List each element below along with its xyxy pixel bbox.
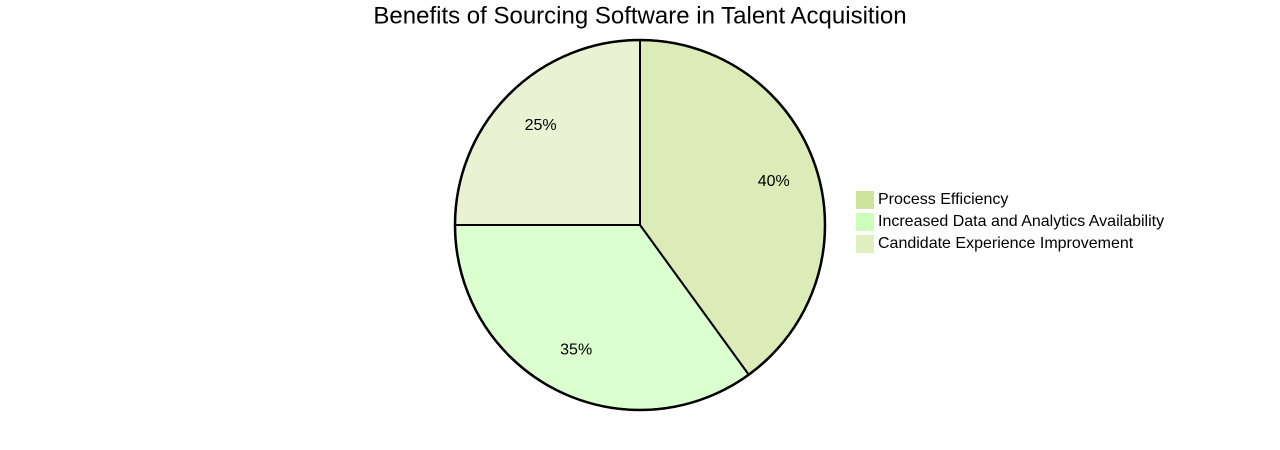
data-label: 40% bbox=[758, 173, 790, 190]
data-label: 25% bbox=[525, 117, 557, 134]
legend-swatch bbox=[856, 235, 874, 253]
legend-label: Increased Data and Analytics Availabilit… bbox=[878, 213, 1164, 230]
chart-title: Benefits of Sourcing Software in Talent … bbox=[373, 2, 906, 29]
pie-outline bbox=[453, 38, 827, 412]
legend-swatch bbox=[856, 213, 874, 231]
legend-label: Candidate Experience Improvement bbox=[878, 235, 1134, 252]
data-label: 35% bbox=[560, 341, 592, 358]
legend-label: Process Efficiency bbox=[878, 191, 1008, 208]
legend-swatch bbox=[856, 191, 874, 209]
